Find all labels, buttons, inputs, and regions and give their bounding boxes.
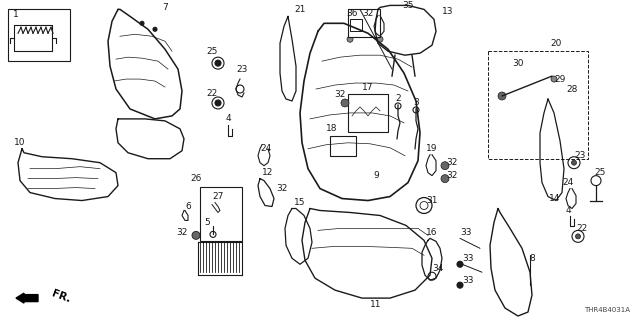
Text: 16: 16 — [426, 228, 438, 237]
Text: 32: 32 — [446, 158, 458, 167]
Text: 1: 1 — [13, 10, 19, 19]
Bar — [8, 9, 70, 61]
Circle shape — [498, 92, 506, 100]
Circle shape — [140, 21, 144, 25]
Text: 32: 32 — [334, 90, 346, 99]
Bar — [348, 94, 388, 132]
Text: 32: 32 — [362, 9, 374, 18]
Text: 32: 32 — [446, 171, 458, 180]
Text: 8: 8 — [529, 254, 535, 263]
Text: THR4B4031A: THR4B4031A — [584, 307, 630, 313]
Text: 32: 32 — [176, 228, 188, 237]
Text: 23: 23 — [574, 151, 586, 160]
Text: 15: 15 — [294, 198, 306, 207]
Text: 2: 2 — [395, 94, 401, 103]
Text: 23: 23 — [236, 65, 248, 74]
Text: 21: 21 — [294, 5, 306, 14]
Circle shape — [457, 261, 463, 267]
Text: 3: 3 — [413, 99, 419, 108]
Text: 7: 7 — [162, 3, 168, 12]
Text: 33: 33 — [462, 254, 474, 263]
Bar — [200, 187, 242, 241]
Text: 24: 24 — [260, 144, 271, 153]
Text: 4: 4 — [565, 206, 571, 215]
Text: 33: 33 — [462, 276, 474, 285]
Text: 31: 31 — [426, 196, 438, 205]
Text: 19: 19 — [426, 144, 438, 153]
Text: 22: 22 — [577, 224, 588, 233]
Text: 6: 6 — [185, 202, 191, 211]
Text: 34: 34 — [432, 264, 444, 273]
Text: 29: 29 — [554, 75, 566, 84]
Text: 12: 12 — [262, 168, 274, 177]
Text: 18: 18 — [326, 124, 338, 133]
Bar — [330, 136, 356, 156]
Circle shape — [215, 60, 221, 66]
FancyArrow shape — [16, 293, 38, 303]
Circle shape — [377, 36, 383, 42]
Text: 27: 27 — [212, 192, 224, 201]
Circle shape — [192, 231, 200, 239]
Text: 5: 5 — [204, 218, 210, 227]
Circle shape — [341, 99, 349, 107]
Bar — [488, 51, 588, 159]
Circle shape — [153, 27, 157, 31]
Circle shape — [215, 100, 221, 106]
Bar — [348, 9, 380, 37]
Text: 13: 13 — [442, 7, 454, 16]
Text: 33: 33 — [460, 228, 472, 237]
Bar — [350, 19, 362, 31]
Circle shape — [347, 36, 353, 42]
Circle shape — [575, 234, 580, 239]
Text: FR.: FR. — [50, 288, 72, 304]
Circle shape — [457, 282, 463, 288]
Text: 25: 25 — [595, 168, 605, 177]
Text: 4: 4 — [225, 114, 231, 124]
Text: 10: 10 — [14, 138, 26, 147]
Text: 32: 32 — [276, 184, 288, 193]
Text: 22: 22 — [206, 89, 218, 98]
Text: 9: 9 — [373, 171, 379, 180]
Circle shape — [572, 160, 577, 165]
Text: 24: 24 — [563, 178, 573, 187]
Text: 25: 25 — [206, 47, 218, 56]
Text: 14: 14 — [549, 194, 561, 203]
Text: 17: 17 — [362, 83, 374, 92]
Circle shape — [441, 162, 449, 170]
Circle shape — [551, 76, 557, 82]
Circle shape — [441, 175, 449, 183]
Text: 20: 20 — [550, 39, 562, 48]
Text: 35: 35 — [403, 1, 413, 10]
Text: 26: 26 — [190, 174, 202, 183]
Text: 11: 11 — [371, 300, 381, 308]
Text: 30: 30 — [512, 59, 524, 68]
Text: 36: 36 — [346, 9, 358, 18]
Text: 28: 28 — [566, 84, 578, 93]
